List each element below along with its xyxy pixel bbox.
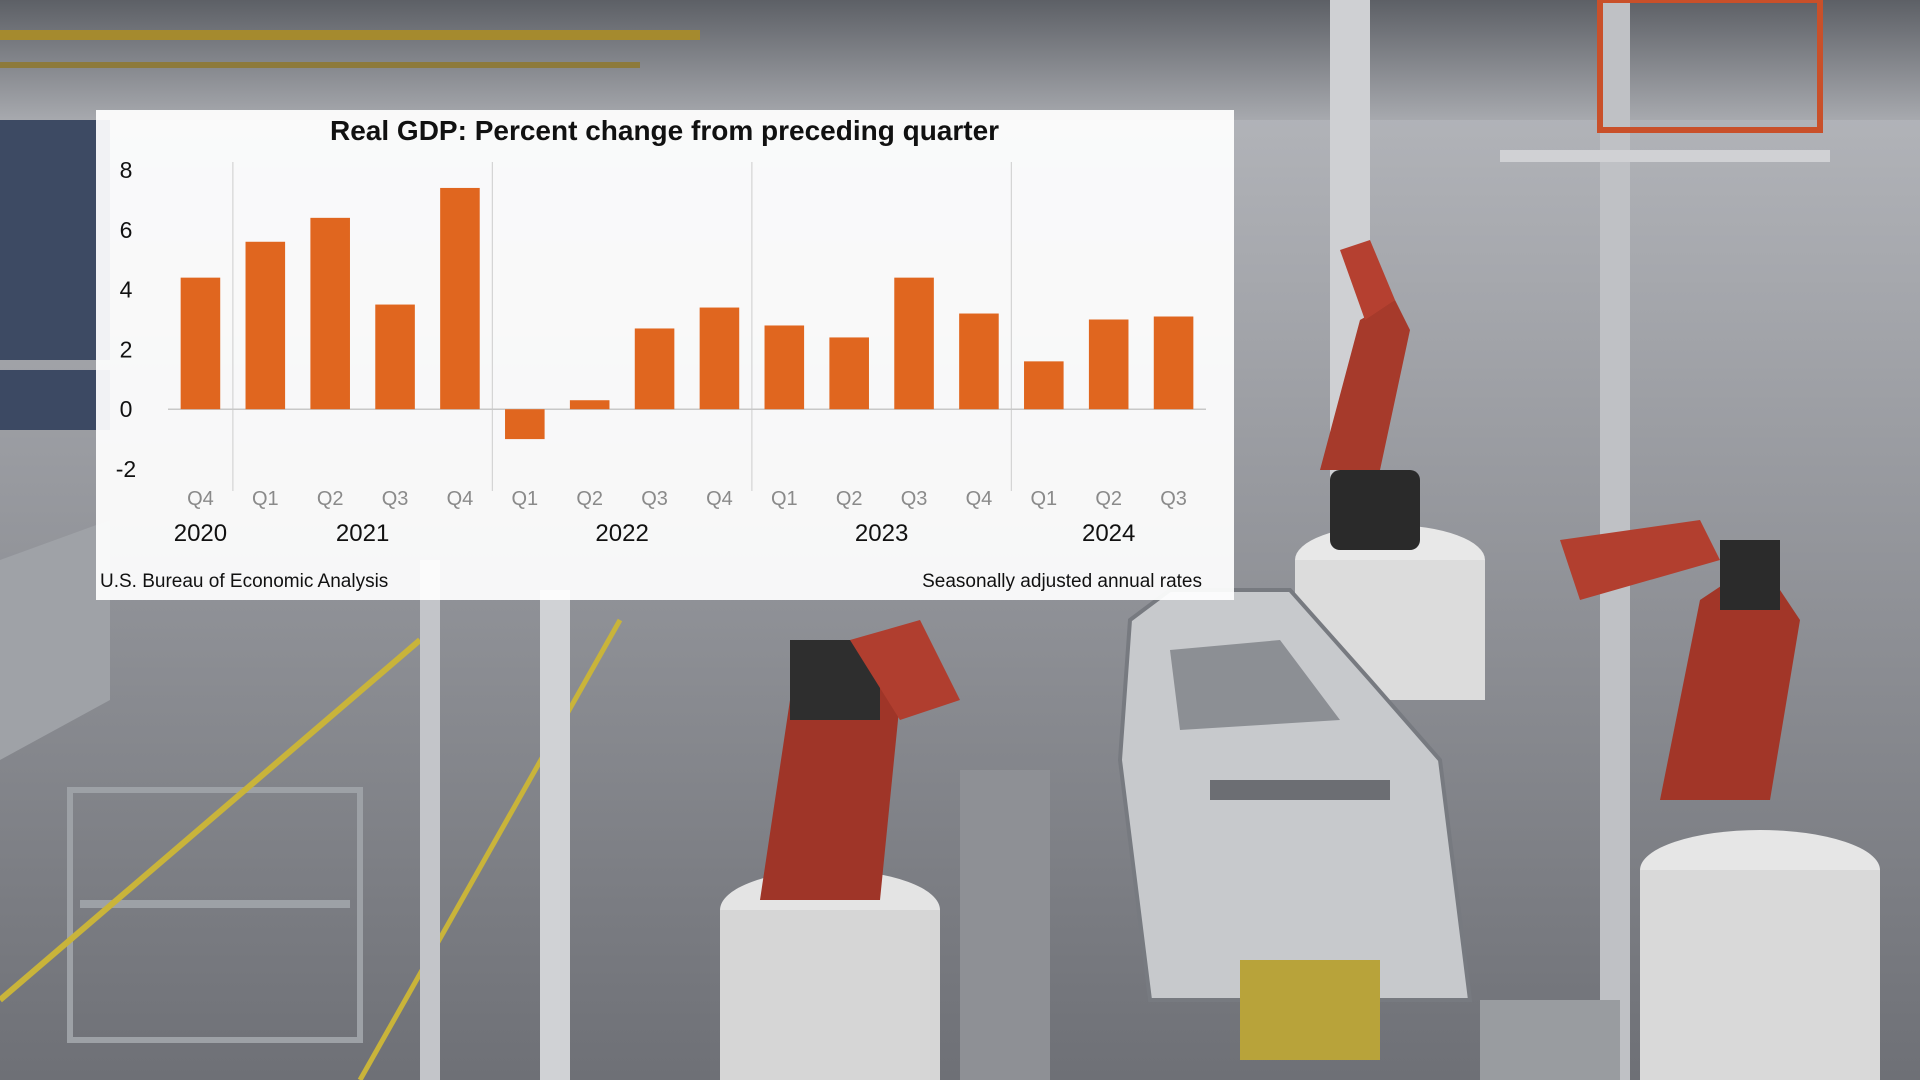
quarter-tick-label: Q3 (901, 488, 928, 510)
year-dividers (232, 162, 1012, 491)
quarter-tick-label: Q4 (706, 488, 733, 510)
bar-series (180, 187, 1194, 440)
quarter-tick-label: Q3 (382, 488, 409, 510)
quarter-tick-label: Q4 (966, 488, 993, 510)
quarter-tick-label: Q4 (187, 488, 214, 510)
quarter-tick-label: Q4 (447, 488, 474, 510)
gdp-bar (505, 409, 545, 440)
gdp-bar (569, 400, 610, 410)
chart-title: Real GDP: Percent change from preceding … (330, 115, 999, 146)
quarter-tick-label: Q2 (836, 488, 863, 510)
quarter-tick-label: Q1 (1030, 488, 1057, 510)
y-tick-label: 4 (120, 277, 133, 303)
y-tick-label: 2 (120, 336, 133, 362)
y-tick-label: -2 (116, 456, 136, 482)
year-labels: 2020 2021 2022 2023 2024 (174, 520, 1136, 547)
gdp-bar-chart: Real GDP: Percent change from preceding … (100, 115, 1206, 592)
gdp-bar (1024, 361, 1064, 410)
year-label: 2023 (855, 520, 908, 547)
rate-note: Seasonally adjusted annual rates (922, 571, 1202, 592)
y-tick-label: 6 (120, 217, 133, 243)
year-label: 2024 (1082, 520, 1135, 547)
gdp-bar (634, 328, 675, 410)
gdp-bar (310, 217, 350, 410)
gdp-bar (764, 325, 805, 410)
year-label: 2021 (336, 520, 389, 547)
gdp-bar (699, 307, 740, 410)
gdp-bar (959, 313, 999, 410)
quarter-tick-label: Q1 (771, 488, 798, 510)
quarter-tick-label: Q1 (252, 488, 279, 510)
quarter-tick-label: Q3 (1160, 488, 1187, 510)
gdp-bar (440, 187, 480, 410)
year-label: 2022 (595, 520, 648, 547)
quarter-tick-label: Q1 (511, 488, 538, 510)
year-label: 2020 (174, 520, 227, 547)
gdp-bar (375, 304, 415, 410)
gdp-bar (1088, 319, 1129, 410)
quarter-tick-label: Q3 (641, 488, 668, 510)
y-axis-ticks: 8 6 4 2 0 -2 (116, 157, 136, 482)
quarter-labels: Q4 Q1 Q2 Q3 Q4 Q1 Q2 Q3 Q4 Q1 Q2 Q3 Q4 Q1 Q2 Q3 (187, 488, 1187, 510)
gdp-bar (245, 241, 286, 410)
gdp-bar (829, 337, 869, 410)
gdp-bar (894, 277, 934, 410)
quarter-tick-label: Q2 (317, 488, 344, 510)
gdp-bar (1153, 316, 1194, 410)
quarter-tick-label: Q2 (1095, 488, 1122, 510)
quarter-tick-label: Q2 (576, 488, 603, 510)
y-tick-label: 8 (120, 157, 133, 183)
source-note: U.S. Bureau of Economic Analysis (100, 571, 388, 592)
gdp-bar (180, 277, 221, 410)
y-tick-label: 0 (120, 396, 133, 422)
gdp-chart-panel: Real GDP: Percent change from preceding … (96, 110, 1234, 600)
